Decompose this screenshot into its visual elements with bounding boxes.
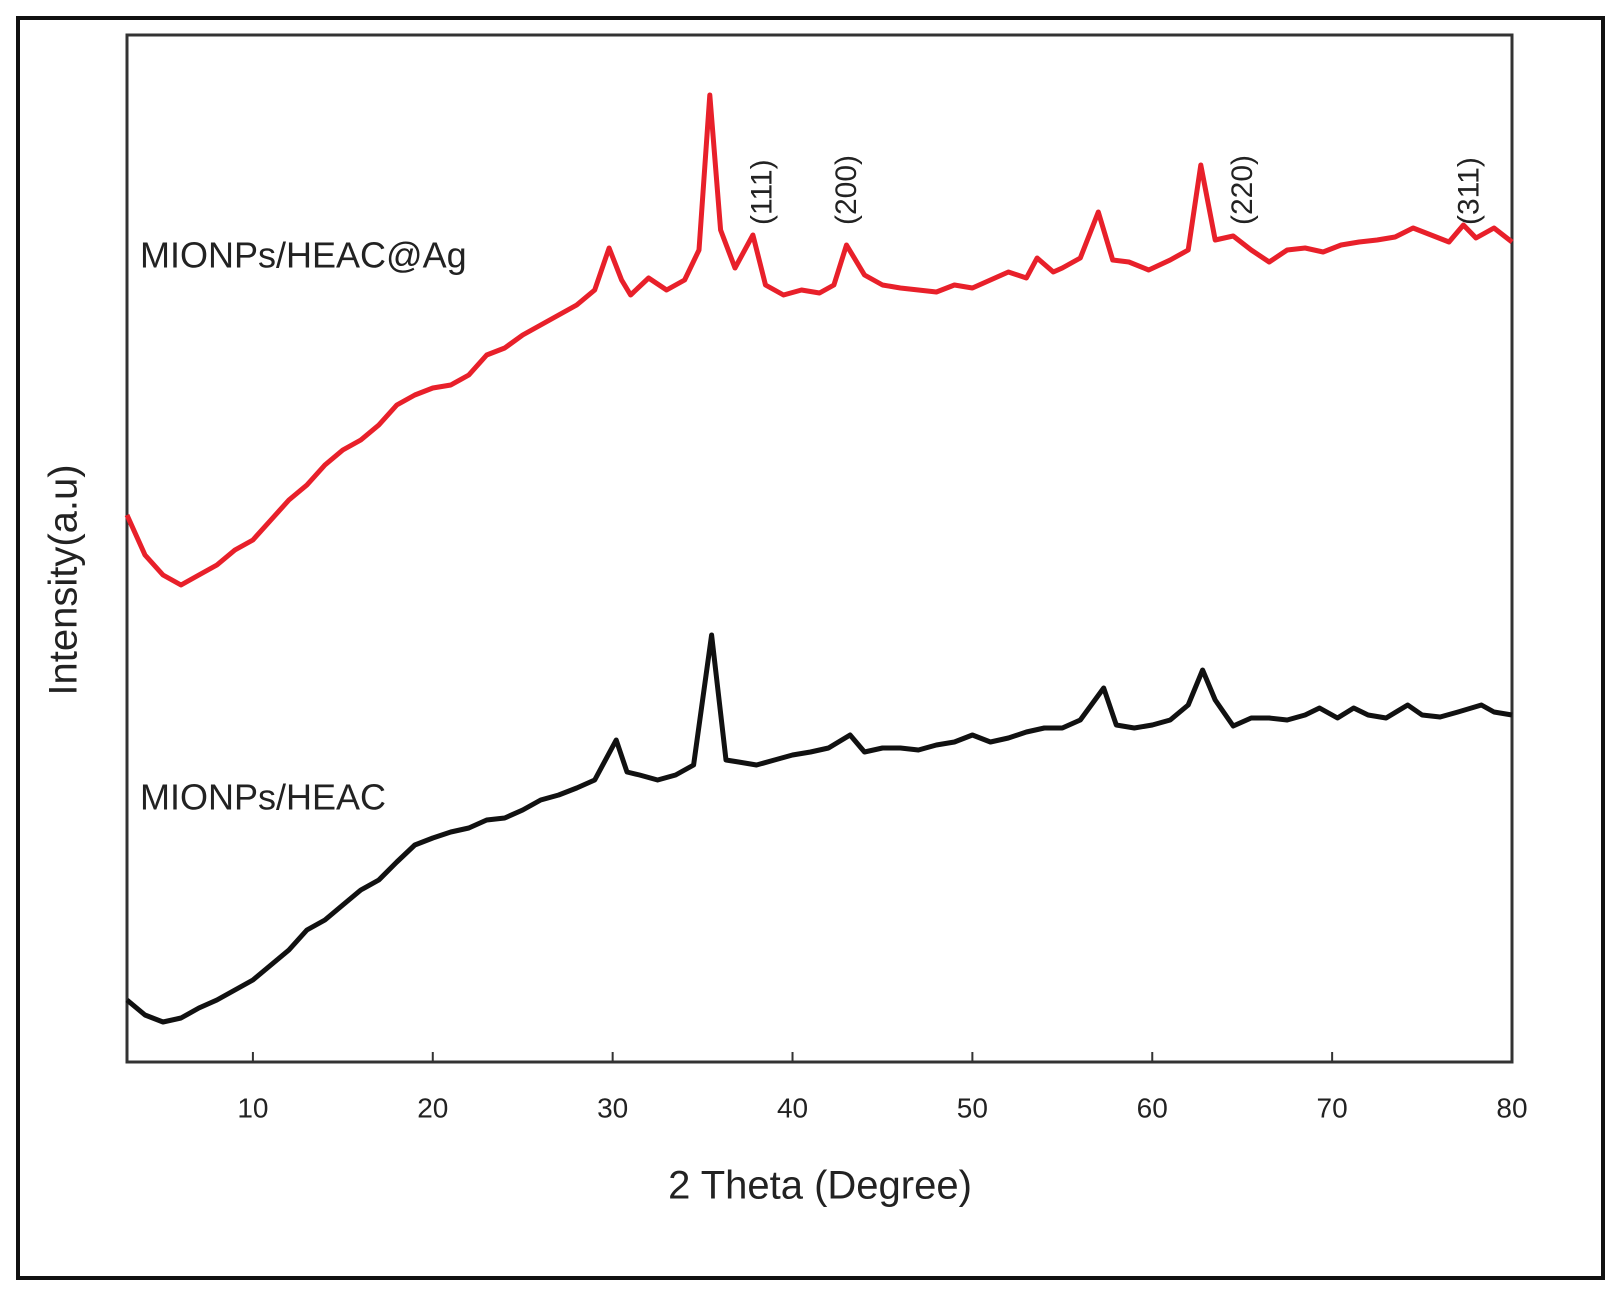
- x-tick-label: 20: [417, 1092, 448, 1123]
- data-line: [124, 92, 1514, 588]
- peak-label: (220): [1226, 155, 1259, 225]
- peak-label: (200): [830, 155, 863, 225]
- peak-label: (311): [1453, 157, 1486, 225]
- x-tick-label: 60: [1137, 1092, 1168, 1123]
- x-tick-label: 30: [597, 1092, 628, 1123]
- peak-label: (111): [746, 159, 779, 225]
- x-axis-label: 2 Theta (Degree): [668, 1164, 972, 1208]
- series-label: MIONPs/HEAC: [140, 777, 386, 818]
- x-tick-label: 80: [1496, 1092, 1527, 1123]
- x-tick-label: 50: [957, 1092, 988, 1123]
- frame: [16, 16, 1605, 1280]
- y-axis-label: Intensity(a.u): [42, 464, 86, 695]
- data-line: [125, 632, 1513, 1025]
- x-tick-label: 70: [1317, 1092, 1348, 1123]
- x-tick-label: 40: [777, 1092, 808, 1123]
- x-tick-label: 10: [237, 1092, 268, 1123]
- series-label: MIONPs/HEAC@Ag: [140, 235, 467, 276]
- plot-area: [125, 33, 1514, 1064]
